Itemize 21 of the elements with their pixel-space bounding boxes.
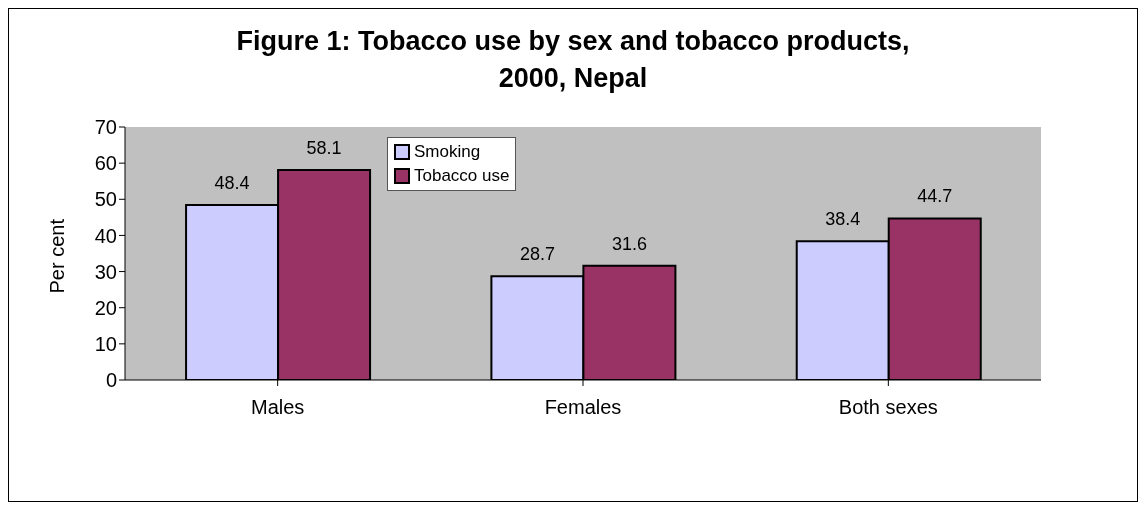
data-label: 31.6 <box>611 233 647 254</box>
data-label: 44.7 <box>917 186 953 207</box>
y-tick-label: 50 <box>94 188 117 211</box>
data-label: 28.7 <box>519 244 555 265</box>
y-axis-title: Per cent <box>46 218 69 294</box>
legend-label: Smoking <box>414 142 481 162</box>
data-label: 48.4 <box>214 173 250 194</box>
data-label: 58.1 <box>306 138 342 159</box>
x-tick-label: Both sexes <box>838 396 938 419</box>
y-tick-label: 30 <box>94 260 117 283</box>
x-tick-label: Females <box>544 396 622 419</box>
y-tick-label: 20 <box>94 296 117 319</box>
y-tick-label: 40 <box>94 224 117 247</box>
y-tick-label: 70 <box>94 116 117 139</box>
y-tick-label: 0 <box>105 369 117 392</box>
data-label: 38.4 <box>825 209 861 230</box>
y-tick-label: 60 <box>94 152 117 175</box>
legend-label: Tobacco use <box>414 166 510 186</box>
y-tick-label: 10 <box>94 332 117 355</box>
chart-title: Figure 1: Tobacco use by sex and tobacco products, 2000, Nepal <box>235 25 911 95</box>
x-tick-label: Males <box>250 396 305 419</box>
